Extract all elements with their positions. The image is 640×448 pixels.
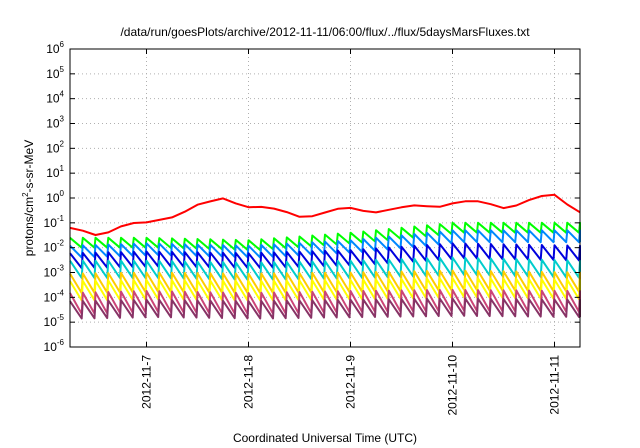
y-tick-label: 105	[46, 65, 64, 81]
y-tick-label: 10-1	[44, 214, 65, 230]
y-axis-label: protons/cm2-s-sr-MeV	[21, 140, 36, 256]
y-tick-label: 10-3	[44, 264, 65, 280]
series-layer	[69, 193, 581, 320]
x-tick-label: 2012-11-10	[446, 355, 460, 416]
y-tick-label: 10-6	[44, 338, 65, 354]
y-tick-label: 100	[46, 189, 64, 205]
series-line	[69, 256, 581, 281]
x-tick-label: 2012-11-11	[548, 355, 562, 415]
series-line	[69, 297, 581, 320]
axes: 10-6 10-5 10-4 10-3 10-2 10-1 100 101 102 103 104 1…	[44, 40, 581, 416]
y-tick-label: 103	[46, 115, 64, 131]
y-tick-label: 10-4	[44, 288, 65, 304]
series-line	[69, 229, 581, 259]
series-8	[69, 297, 581, 320]
chart-title: /data/run/goesPlots/archive/2012-11-11/0…	[120, 25, 530, 39]
y-tick-label: 102	[46, 139, 64, 155]
series-line	[69, 242, 581, 270]
plot-frame	[69, 48, 581, 348]
y-tick-label: 10-5	[44, 313, 65, 329]
x-axis-label: Coordinated Universal Time (UTC)	[233, 431, 417, 445]
y-tick-label: 10-2	[44, 239, 65, 255]
series-line	[69, 193, 581, 236]
y-tick-label: 106	[46, 40, 64, 56]
y-tick-label: 101	[46, 164, 64, 180]
y-tick-label: 104	[46, 90, 64, 106]
x-tick-label: 2012-11-7	[140, 355, 154, 409]
x-tick-label: 2012-11-9	[344, 355, 358, 409]
x-tick-label: 2012-11-8	[242, 355, 256, 409]
series-line	[69, 277, 581, 302]
